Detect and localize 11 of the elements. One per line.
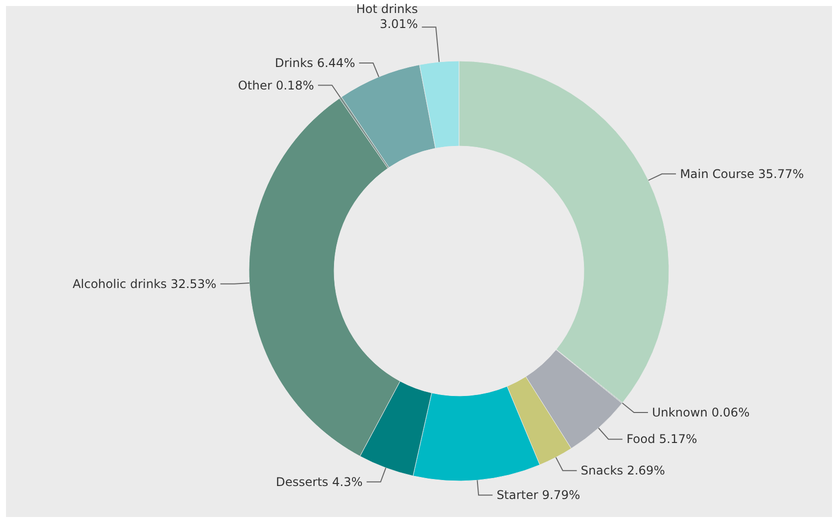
slice-label: Alcoholic drinks 32.53% [72,276,216,291]
slice-label: Desserts 4.3% [276,474,363,489]
slice-label: Unknown 0.06% [652,405,750,420]
slice-label: Other 0.18% [238,78,314,92]
data-label: 3.01% [380,17,418,32]
slice-label: Starter 9.79% [496,488,580,502]
slice-label: Food 5.17% [626,432,698,446]
slice-label: Drinks 6.44% [274,56,356,70]
slice-label: Hot drinks [356,2,418,16]
slice-label: Snacks 2.69% [580,464,666,478]
slice-label: Main Course 35.77% [680,166,804,181]
